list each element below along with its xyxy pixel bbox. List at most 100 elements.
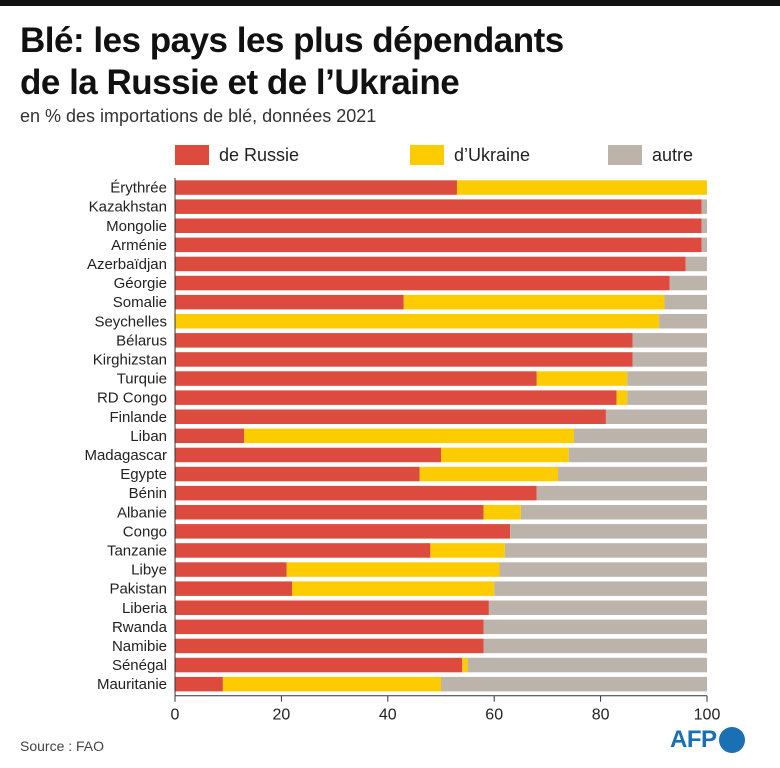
bar-segment-ukraine — [536, 371, 628, 386]
category-label: Kazakhstan — [89, 199, 167, 216]
bar-segment-russie — [175, 256, 686, 272]
stacked-bar-chart: Érythrée Kazakhstan Mongolie Arménie Azerbaï… — [84, 178, 720, 724]
bar-segment-russie — [175, 371, 537, 386]
bar-segment-russie — [175, 447, 441, 463]
bar-segment-ukraine — [462, 657, 468, 673]
bar-segment-autre — [632, 352, 707, 367]
legend-item-russie: de Russie — [175, 143, 299, 167]
legend-swatch-russie — [175, 145, 209, 165]
legend: de Russie d’Ukraine autre — [0, 143, 780, 167]
bar-segment-russie — [175, 638, 484, 654]
category-label: Érythrée — [110, 180, 167, 197]
bar-segment-ukraine — [292, 581, 495, 596]
legend-item-ukraine: d’Ukraine — [410, 143, 530, 167]
category-label: Liberia — [122, 600, 168, 617]
category-label: Rwanda — [112, 619, 168, 636]
bar-segment-russie — [175, 180, 457, 195]
legend-swatch-ukraine — [410, 145, 444, 165]
category-label: Pakistan — [109, 581, 167, 598]
category-label: Géorgie — [114, 275, 167, 292]
bar-segment-russie — [175, 466, 420, 482]
bar-segment-russie — [175, 333, 633, 348]
bar-segment-autre — [441, 676, 707, 692]
bar-segment-russie — [175, 237, 702, 253]
bar-segment-russie — [175, 600, 489, 615]
afp-logo-dot-icon — [718, 727, 745, 753]
x-tick-label: 80 — [592, 707, 610, 724]
bar-segment-russie — [175, 294, 404, 310]
x-tick-label: 60 — [485, 707, 503, 724]
bar-segment-autre — [627, 390, 707, 405]
bar-segment-ukraine — [175, 314, 660, 329]
bar-segment-russie — [175, 581, 293, 596]
bar-segment-ukraine — [430, 543, 505, 558]
bar-segment-autre — [483, 619, 707, 635]
category-label: Mongolie — [106, 218, 167, 235]
bar-segment-ukraine — [419, 466, 559, 482]
bar-segment-ukraine — [616, 390, 628, 405]
x-tick-label: 40 — [379, 707, 397, 724]
chart-title: Blé: les pays les plus dépendants de la … — [20, 20, 564, 104]
bar-segment-ukraine — [483, 505, 521, 520]
bar-segment-russie — [175, 657, 463, 673]
bar-segment-autre — [574, 428, 707, 444]
bar-segment-ukraine — [286, 562, 500, 577]
bar-segment-autre — [510, 524, 707, 539]
bar-segment-ukraine — [222, 676, 441, 692]
bar-segment-russie — [175, 275, 670, 291]
category-label: Kirghizstan — [93, 351, 167, 368]
bar-segment-autre — [701, 199, 707, 214]
bar-segment-autre — [659, 314, 707, 329]
bar-segment-autre — [488, 600, 707, 615]
category-label: Somalie — [113, 294, 167, 311]
bar-segment-autre — [568, 447, 707, 463]
chart-subtitle: en % des importations de blé, données 20… — [20, 106, 377, 126]
afp-logo-text: AFP — [670, 726, 717, 753]
bar-segment-russie — [175, 485, 537, 501]
chart-title-line-2: de la Russie et de l’Ukraine — [20, 63, 460, 102]
category-label: Madagascar — [84, 447, 167, 464]
category-label: Sénégal — [112, 657, 167, 674]
category-label: Bénin — [129, 485, 167, 502]
bar-segment-autre — [669, 275, 707, 291]
category-label: Egypte — [120, 466, 167, 483]
bar-segment-russie — [175, 199, 702, 214]
source-note: Source : FAO — [20, 738, 105, 754]
legend-label-russie: de Russie — [219, 144, 300, 165]
bar-segment-russie — [175, 676, 223, 692]
category-label: Turquie — [117, 371, 167, 388]
bar-segment-russie — [175, 505, 484, 520]
category-label: Liban — [130, 428, 167, 445]
bar-segment-autre — [558, 466, 707, 482]
bar-segment-russie — [175, 619, 484, 635]
legend-label-ukraine: d’Ukraine — [454, 144, 531, 165]
afp-logo: AFP — [670, 722, 745, 758]
bar-segment-russie — [175, 428, 245, 444]
bar-segment-autre — [483, 638, 707, 654]
bar-segment-ukraine — [456, 180, 707, 195]
bar-segment-ukraine — [441, 447, 569, 463]
bar-segment-autre — [701, 237, 707, 253]
bar-segment-autre — [499, 562, 707, 577]
category-label: Namibie — [112, 638, 167, 655]
bar-segment-russie — [175, 352, 633, 367]
bar-segment-autre — [536, 485, 707, 501]
bar-segment-russie — [175, 390, 617, 405]
bar-segment-russie — [175, 543, 431, 558]
bar-segment-autre — [632, 333, 707, 348]
bar-segment-russie — [175, 409, 606, 424]
bar-segment-autre — [504, 543, 707, 558]
category-label: Bélarus — [116, 332, 167, 349]
bar-segment-russie — [175, 524, 511, 539]
legend-item-autre: autre — [608, 143, 693, 167]
category-label: Mauritanie — [97, 676, 167, 693]
bar-segment-autre — [494, 581, 707, 596]
category-label: Finlande — [109, 409, 167, 426]
legend-swatch-autre — [608, 145, 642, 165]
category-label: Azerbaïdjan — [87, 256, 167, 273]
bar-segment-russie — [175, 218, 702, 233]
bar-segment-autre — [701, 218, 707, 233]
legend-label-autre: autre — [652, 144, 694, 165]
bar-segment-ukraine — [403, 294, 665, 310]
bar-segment-autre — [605, 409, 707, 424]
